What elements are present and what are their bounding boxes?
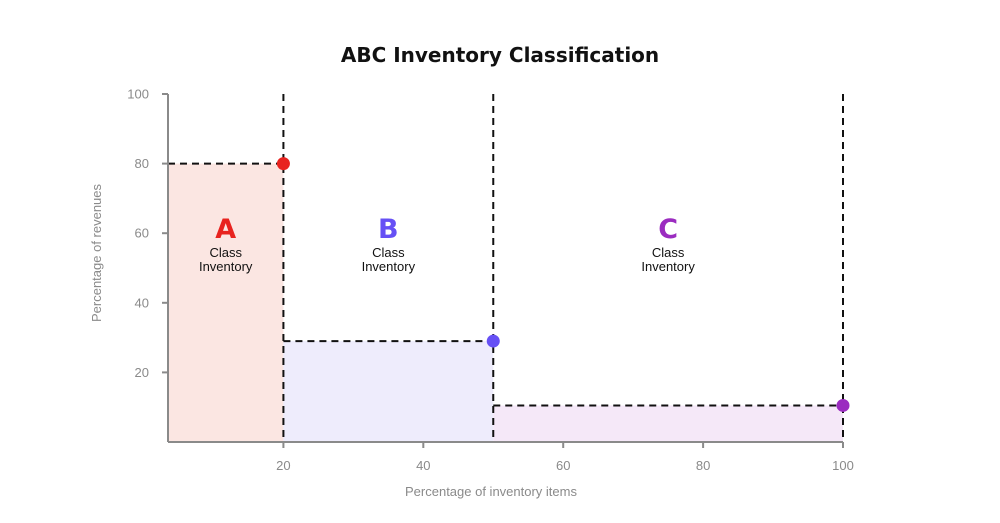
x-tick-label: 40 [416,458,430,473]
class-a-subtitle: Class [209,245,242,260]
class-b-subtitle2: Inventory [362,259,416,274]
axes [162,93,844,448]
class-b-area [283,341,494,442]
class-a-point [276,157,290,171]
y-axis-label: Percentage of revenues [89,183,104,322]
class-c-area [493,405,843,442]
chart-title: ABC Inventory Classification [340,43,660,67]
x-tick-label: 60 [556,458,570,473]
y-tick-label: 60 [135,226,149,241]
class-b-point [486,334,500,348]
class-c-letter: C [658,214,678,245]
tick-labels: 20 40 60 80 100 20 40 60 80 100 [127,87,854,474]
y-tick-label: 20 [135,365,149,380]
y-tick-label: 40 [135,295,149,310]
x-tick-label: 80 [696,458,710,473]
class-c-subtitle2: Inventory [641,259,695,274]
y-tick-label: 100 [127,87,149,102]
class-a-subtitle2: Inventory [199,259,253,274]
class-a-letter: A [215,214,236,245]
class-a-area [168,163,284,442]
x-tick-label: 100 [832,458,854,473]
y-tick-label: 80 [135,156,149,171]
class-b-letter: B [378,214,399,245]
x-tick-label: 20 [276,458,290,473]
class-b-subtitle: Class [372,245,405,260]
class-labels: AClassInventoryBClassInventoryCClassInve… [199,214,695,274]
class-c-point [836,398,850,412]
class-areas [168,163,843,442]
dashed-guides [168,94,844,442]
threshold-points [276,157,850,412]
x-axis-label: Percentage of inventory items [405,484,577,499]
class-c-subtitle: Class [652,245,685,260]
